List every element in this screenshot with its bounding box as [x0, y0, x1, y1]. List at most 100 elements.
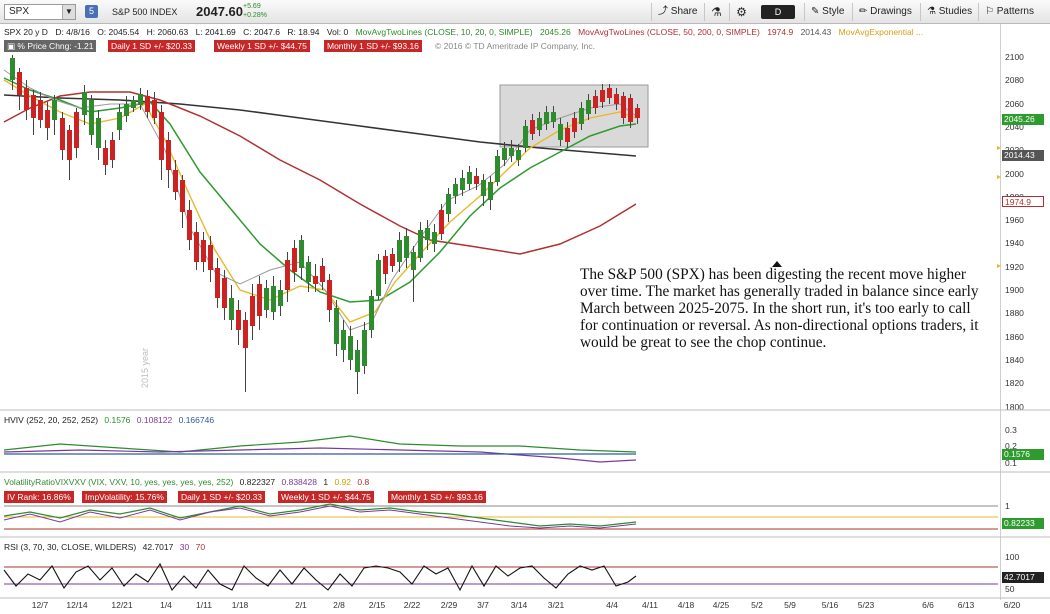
studies-button[interactable]: ⚗ Studies [920, 3, 976, 21]
chevron-down-icon[interactable]: ▼ [62, 5, 75, 19]
toolbar: SPX ▼ 5 S&P 500 INDEX 2047.60 +5.69 +0.2… [0, 0, 1050, 24]
candle-body [586, 100, 591, 114]
candle-body [334, 308, 339, 344]
price-tick: 2100 [1005, 52, 1024, 62]
volratio-value-3: 1 [323, 477, 329, 487]
time-tick: 2/8 [333, 600, 345, 610]
checkbox-icon[interactable]: ▣ [7, 41, 16, 51]
flask-icon: ⚗ [927, 6, 936, 17]
study-ma-long-label[interactable]: MovAvgTwoLines (CLOSE, 50, 200, 0, SIMPL… [578, 27, 760, 37]
rsi-tick: 50 [1005, 584, 1015, 594]
patterns-button[interactable]: ⚐ Patterns [978, 3, 1048, 21]
candle-body [152, 100, 157, 118]
time-tick: 1/18 [231, 600, 249, 610]
candle-body [306, 262, 311, 282]
volratio-value-2: 0.838428 [281, 477, 317, 487]
bar-high: H: 2060.63 [146, 27, 189, 37]
imp-vol-box: ImpVolatility: 15.76% [82, 491, 167, 503]
study-ma-short-label[interactable]: MovAvgTwoLines (CLOSE, 10, 20, 0, SIMPLE… [355, 27, 533, 37]
candle-body [96, 118, 101, 148]
ma50-price-tag: 1974.9 [1002, 196, 1044, 207]
candle-body [453, 184, 458, 196]
candle-body [495, 156, 500, 182]
rsi-oversold-value: 30 [179, 542, 190, 552]
candle-body [31, 95, 36, 118]
hviv-last-tag: 0.1576 [1002, 449, 1044, 460]
candle-body [502, 148, 507, 160]
candle-body [285, 260, 290, 290]
time-tick: 6/20 [1003, 600, 1021, 610]
rsi-tick: 100 [1005, 552, 1020, 562]
candle-body [208, 245, 213, 270]
volratio-last-tag: 0.82233 [1002, 518, 1044, 529]
symbol-input[interactable]: SPX ▼ [4, 4, 76, 20]
rsi-line [3, 562, 637, 592]
candle-body [621, 96, 626, 118]
marker-arrow-icon [997, 264, 1001, 268]
price-tick: 1920 [1005, 261, 1024, 272]
bar-volume: Vol: 0 [326, 27, 349, 37]
marker-arrow-icon [997, 146, 1001, 150]
annotation-note[interactable]: The S&P 500 (SPX) has been digesting the… [580, 266, 979, 351]
candle-body [460, 178, 465, 190]
symbol-name: S&P 500 INDEX [112, 7, 178, 17]
volratio-header: VolatilityRatioVIXVXV (VIX, VXV, 10, yes… [4, 476, 373, 488]
candle-body [271, 286, 276, 312]
symbol-link-badge[interactable]: 5 [85, 5, 98, 18]
candle-body [474, 176, 479, 184]
rsi-label[interactable]: RSI (3, 70, 30, CLOSE, WILDERS) [4, 542, 137, 552]
candle-body [313, 276, 318, 284]
candle-body [418, 230, 423, 258]
style-label: Style [822, 6, 845, 17]
gear-icon[interactable]: ⚙ [729, 3, 753, 21]
price-tick: 2000 [1005, 168, 1024, 179]
aggregation-period-select[interactable]: D [761, 5, 795, 19]
candle-body [593, 96, 598, 108]
candle-body [292, 248, 297, 272]
candle-body [320, 266, 325, 282]
candle-body [243, 320, 248, 348]
time-tick: 5/9 [784, 600, 796, 610]
study-ma-short-value: 2045.26 [539, 27, 571, 37]
candle-body [17, 72, 22, 95]
hviv-label[interactable]: HVIV (252, 20, 252, 252) [4, 415, 99, 425]
candle-body [600, 90, 605, 102]
drawings-button[interactable]: ✏ Drawings [852, 3, 916, 21]
candle-body [614, 94, 619, 104]
candle-body [229, 298, 234, 320]
bar-open: O: 2045.54 [97, 27, 140, 37]
bar-date: D: 4/8/16 [55, 27, 90, 37]
price-axis[interactable] [1000, 24, 1050, 600]
time-tick: 1/11 [196, 600, 212, 610]
volratio-value-5: 0.8 [357, 477, 370, 487]
candle-body [67, 130, 72, 160]
time-tick: 4/18 [677, 600, 695, 610]
patterns-icon: ⚐ [985, 6, 994, 17]
candle-body [187, 210, 192, 240]
candle-body [159, 112, 164, 160]
volratio-label[interactable]: VolatilityRatioVIXVXV (VIX, VXV, 10, yes… [4, 477, 234, 487]
share-label: Share [670, 6, 698, 17]
share-button[interactable]: ⤴ Share [651, 3, 703, 21]
candle-body [124, 104, 129, 116]
hviv-tick: 0.1 [1005, 458, 1017, 468]
time-tick: 5/2 [751, 600, 763, 610]
price-change: +5.69 +0.28% [243, 2, 267, 20]
candle-body [544, 112, 549, 124]
time-tick: 12/21 [111, 600, 133, 610]
time-tick: 2/29 [440, 600, 458, 610]
volratio-tick: 1 [1005, 501, 1010, 511]
price-tick: 1960 [1005, 215, 1024, 226]
candle-body [509, 148, 514, 156]
time-tick: 1/4 [160, 600, 172, 610]
time-tick: 2/15 [368, 600, 386, 610]
last-price: 2047.60 [196, 4, 243, 19]
volratio-line-1 [3, 503, 637, 527]
rsi-overbought-value: 70 [195, 542, 206, 552]
flask-icon[interactable]: ⚗ [704, 3, 728, 21]
candle-body [45, 110, 50, 128]
style-button[interactable]: ✎ Style [804, 3, 850, 21]
study-ema-label[interactable]: MovAvgExponential ... [838, 27, 924, 37]
patterns-label: Patterns [996, 6, 1034, 17]
